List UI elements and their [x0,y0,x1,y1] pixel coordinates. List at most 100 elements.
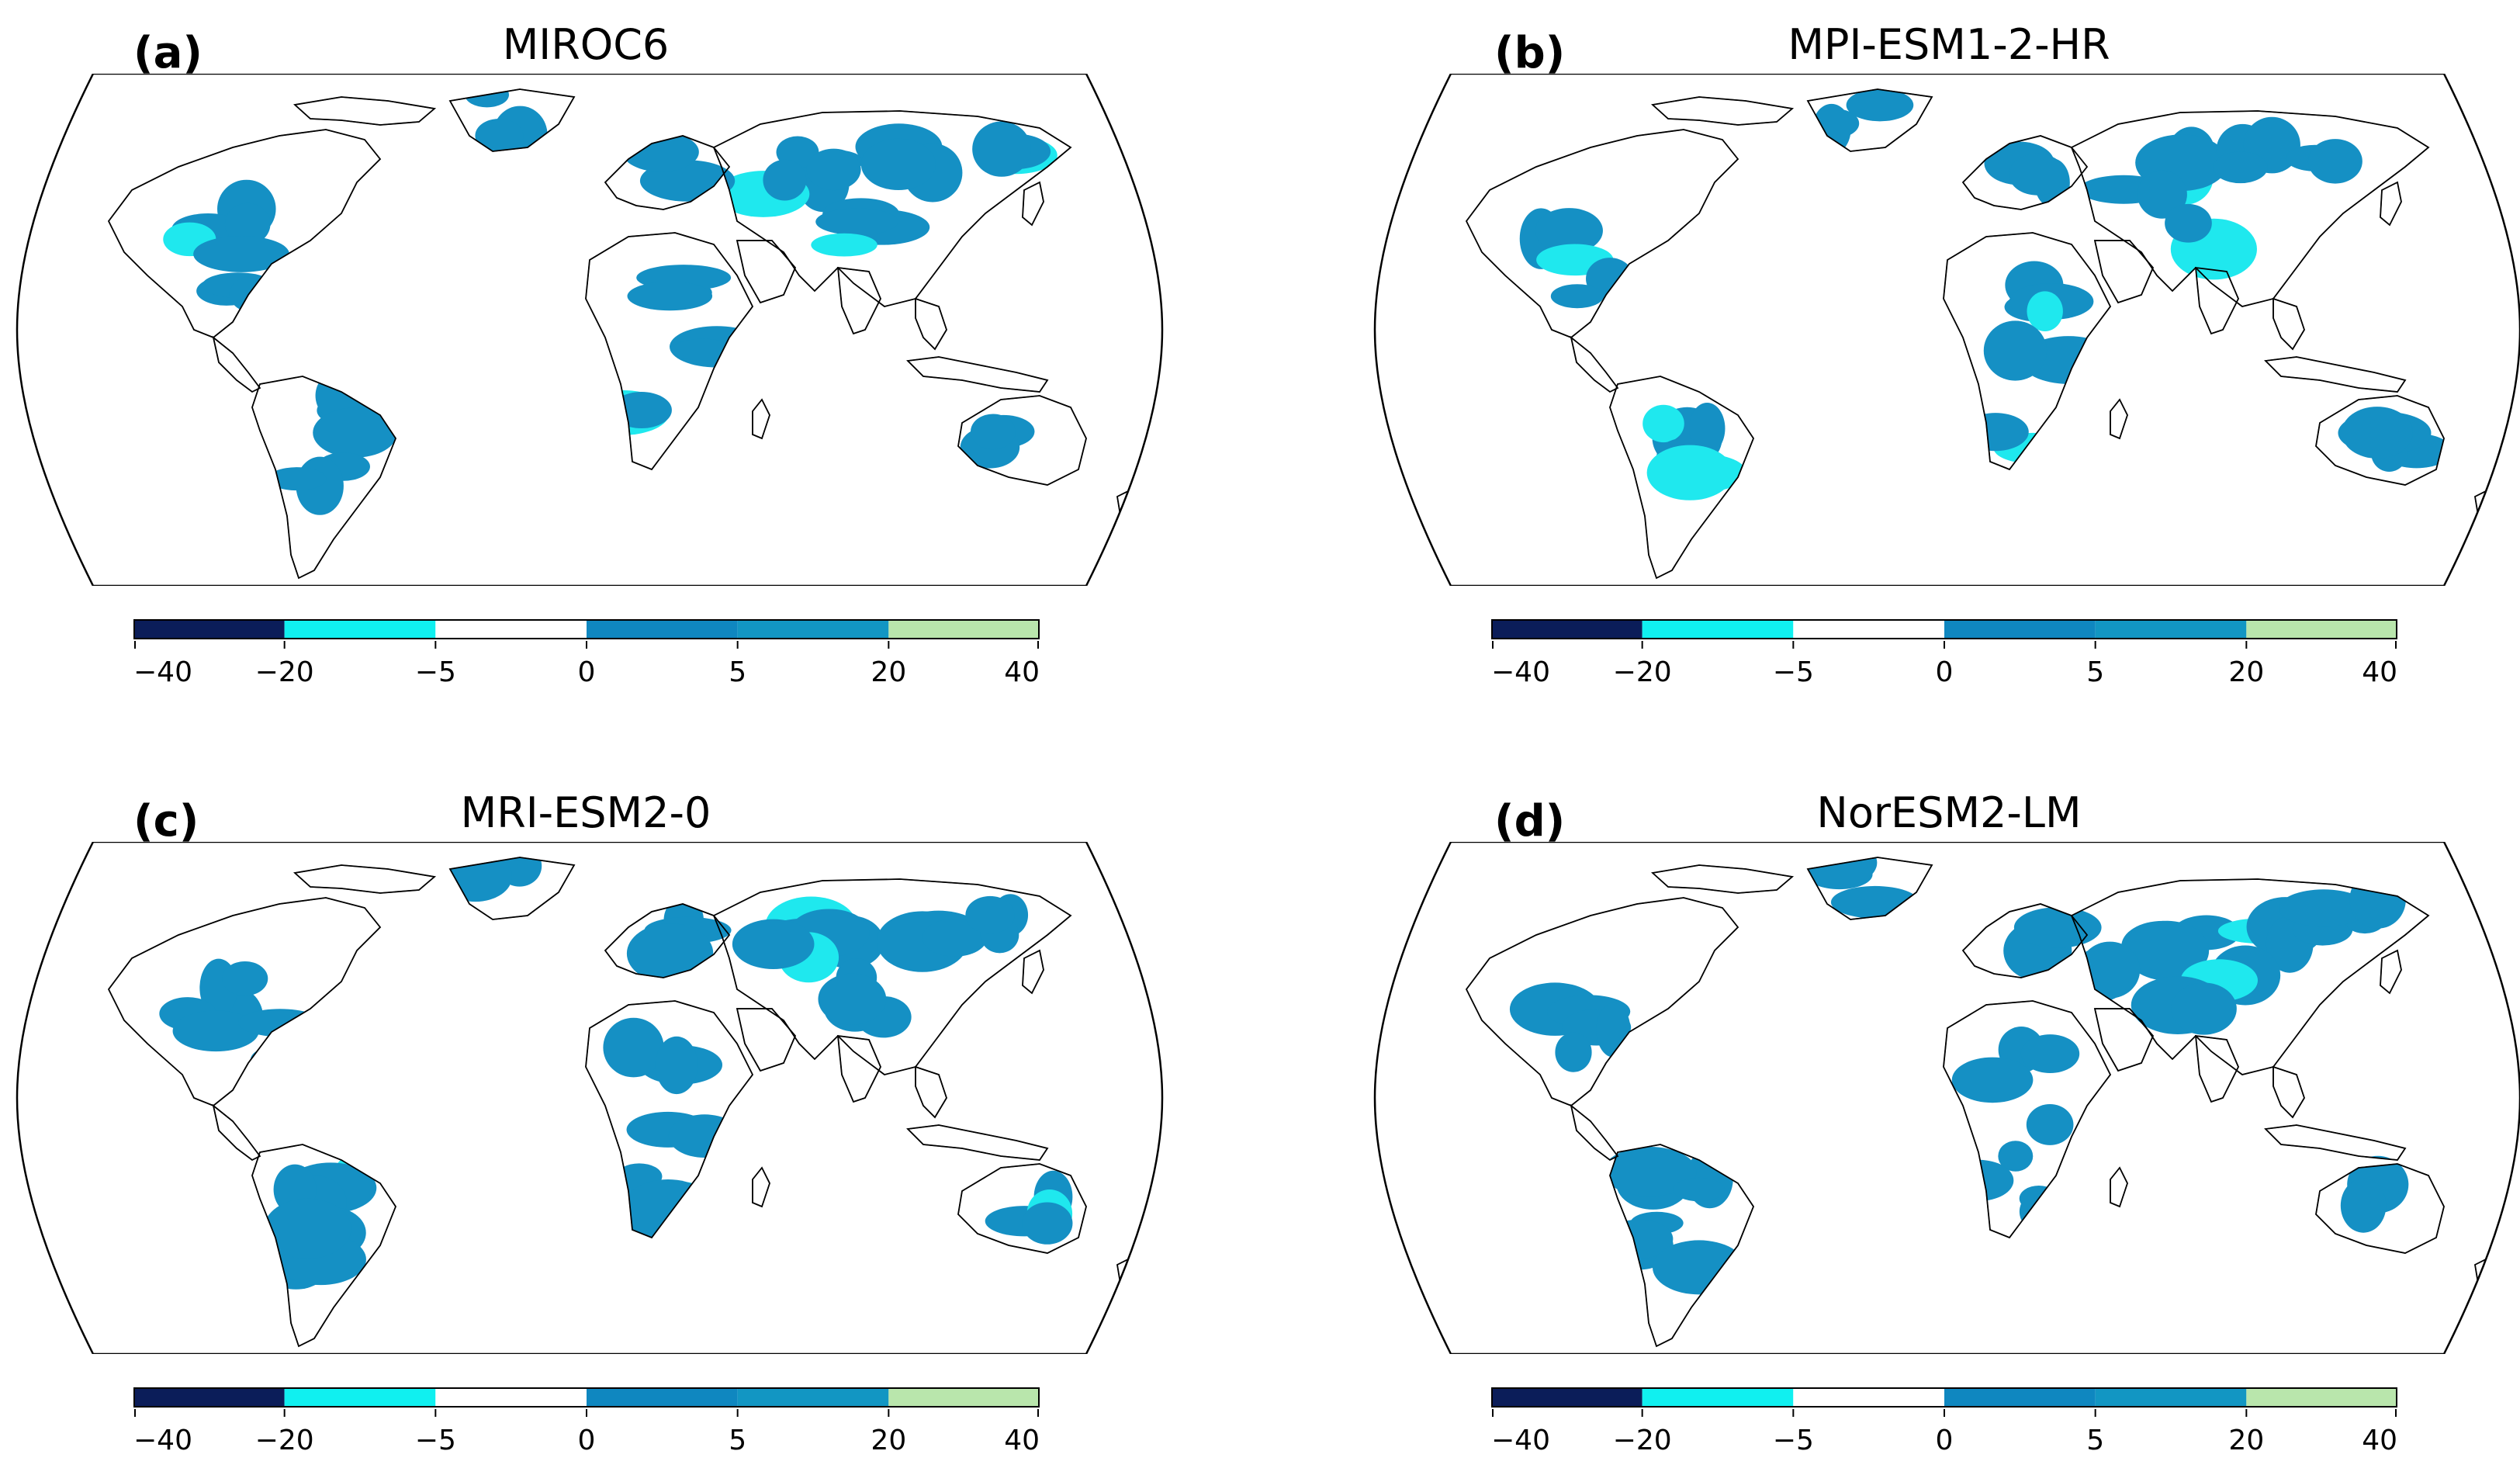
change-area [2349,871,2406,929]
world-map [1373,74,2520,586]
change-area [2171,982,2237,1035]
arctic-islands-coastline [1651,96,1795,126]
map-frame [1373,74,2520,586]
greenland-coastline [1806,88,1933,152]
europe-coastline [604,135,731,210]
colorbar-segment [133,619,285,639]
panel-title: MPI-ESM1-2-HR [1788,20,2110,69]
colorbar-frame [133,1387,1040,1408]
south-america-coastline [251,1144,397,1348]
central-america-coastline [1570,335,1619,393]
africa-coastline [1943,1000,2112,1239]
change-area [2020,1034,2080,1073]
japan-coastline [1022,181,1044,227]
africa-coastline [585,232,754,471]
tick-label: −5 [1773,1425,1814,1456]
arctic-islands-coastline [293,864,437,894]
tick-label: 0 [578,1425,596,1456]
tick-label: −40 [133,1425,192,1456]
change-area [1646,445,1733,500]
australia-coastline [957,1163,1087,1254]
southeast-asia-coastline [915,1065,947,1119]
change-area [972,121,1031,177]
colorbar-segment [1491,619,1642,639]
change-area [2213,151,2268,184]
map-panel-b: (b) MPI-ESM1-2-HR −40 −20 −5 0 5 20 40 [1358,0,2520,714]
colorbar-segment [435,619,587,639]
colorbar-ticks: −40 −20 −5 0 5 20 40 [1491,641,2397,688]
change-area [627,281,713,311]
colorbar-segment [2095,619,2247,639]
panel-letter: (c) [133,796,199,847]
south-america-coastline [1609,1144,1755,1348]
indonesia-coastline [2264,356,2407,393]
madagascar-coastline [2110,398,2128,440]
madagascar-land [752,1166,770,1208]
tick-label: 5 [729,656,746,688]
southeast-asia-coastline [2272,297,2305,351]
asia-coastline [712,110,1072,307]
change-area [2278,889,2369,927]
colorbar-segment [2095,1387,2247,1408]
central-america-coastline [212,335,261,393]
change-area [1846,89,1914,122]
tick-label: 40 [2362,1425,2397,1456]
colorbar-segment [1793,1387,1944,1408]
change-area [965,895,1015,934]
colorbar-segment [1944,1387,2096,1408]
indonesia-coastline [906,1124,1049,1161]
southeast-asia-land [2272,297,2305,351]
colorbar-segment [1944,619,2096,639]
tick-label: 40 [1004,656,1040,688]
panel-letter: (b) [1494,28,1566,78]
colorbar-frame [133,619,1040,639]
change-area [971,414,1016,450]
colorbar-segment [737,1387,889,1408]
tick-label: −40 [1491,656,1550,688]
tick-label: −5 [415,656,456,688]
panel-title: MRI-ESM2-0 [460,788,711,837]
colorbar-segment [1491,1387,1642,1408]
tick-label: 0 [1936,656,1954,688]
change-area [1603,1147,1697,1196]
world-map [16,74,1164,586]
colorbar-segment [133,1387,285,1408]
europe-coastline [1961,135,2089,210]
asia-coastline [2070,110,2430,307]
australia-coastline [957,395,1087,486]
tick-label: 40 [2362,656,2397,688]
change-area [818,973,887,1025]
change-area [229,275,281,313]
change-area [2079,941,2141,999]
australia-coastline [2315,395,2445,486]
india-coastline [2194,266,2239,335]
change-area [2137,170,2187,219]
colorbar-segment [1642,1387,1794,1408]
change-area [1652,1240,1746,1295]
change-area [672,338,735,361]
greenland-coastline [1806,857,1933,920]
world-map [1373,842,2520,1354]
europe-coastline [1961,903,2089,978]
indonesia-coastline [2264,1124,2407,1161]
change-area [313,407,398,458]
south-america-coastline [1609,376,1755,580]
change-area [2124,920,2210,981]
tick-label: −20 [255,1425,314,1456]
change-area [1983,320,2048,381]
tick-label: −40 [1491,1425,1550,1456]
change-area [1550,284,1604,309]
change-area [264,1198,351,1259]
tick-label: 20 [871,1425,906,1456]
southeast-asia-coastline [2272,1065,2305,1119]
greenland-coastline [448,88,576,152]
tick-label: −5 [415,1425,456,1456]
change-area [2013,907,2102,948]
madagascar-land [2110,1166,2128,1208]
north-america-coastline [1465,897,1739,1107]
tick-label: 20 [2228,1425,2264,1456]
change-area [1962,413,2029,452]
madagascar-coastline [2110,1166,2128,1208]
africa-coastline [585,1000,754,1239]
colorbar-segment [284,619,436,639]
